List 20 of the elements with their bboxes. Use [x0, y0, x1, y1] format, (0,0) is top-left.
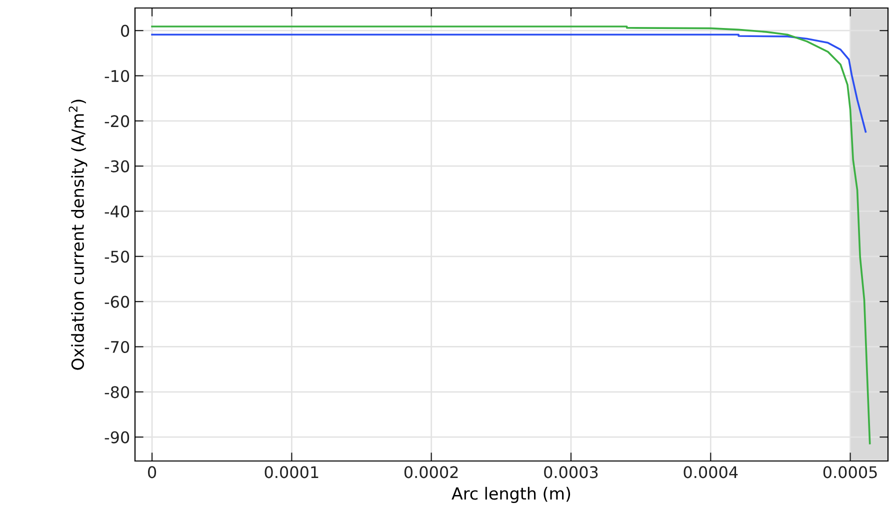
- x-tick-label: 0.0005: [823, 466, 877, 478]
- y-tick-label: -70: [104, 340, 130, 354]
- x-tick-label: 0: [148, 466, 156, 478]
- x-tick-label: 0.0004: [684, 466, 738, 478]
- x-axis-title: Arc length (m): [452, 486, 570, 504]
- y-tick-label: -60: [104, 296, 130, 308]
- y-tick-label: -80: [104, 386, 130, 398]
- x-tick-label: 0.0001: [264, 466, 318, 478]
- y-tick-label: -90: [104, 431, 130, 444]
- y-axis-title: Oxidation current density (A/m$^{2}$): [68, 100, 88, 370]
- y-tick-label: -40: [104, 205, 130, 218]
- y-tick-label: -30: [104, 160, 130, 172]
- x-tick-label: 0.0003: [544, 466, 598, 478]
- line-series: [151, 34, 867, 133]
- y-tick-label: -50: [104, 250, 130, 263]
- y-tick-label: 0: [121, 24, 130, 37]
- x-tick-label: 0.0002: [404, 466, 458, 478]
- line-series: [151, 26, 871, 444]
- y-tick-label: -10: [104, 70, 130, 82]
- y-tick-label: -20: [104, 115, 130, 128]
